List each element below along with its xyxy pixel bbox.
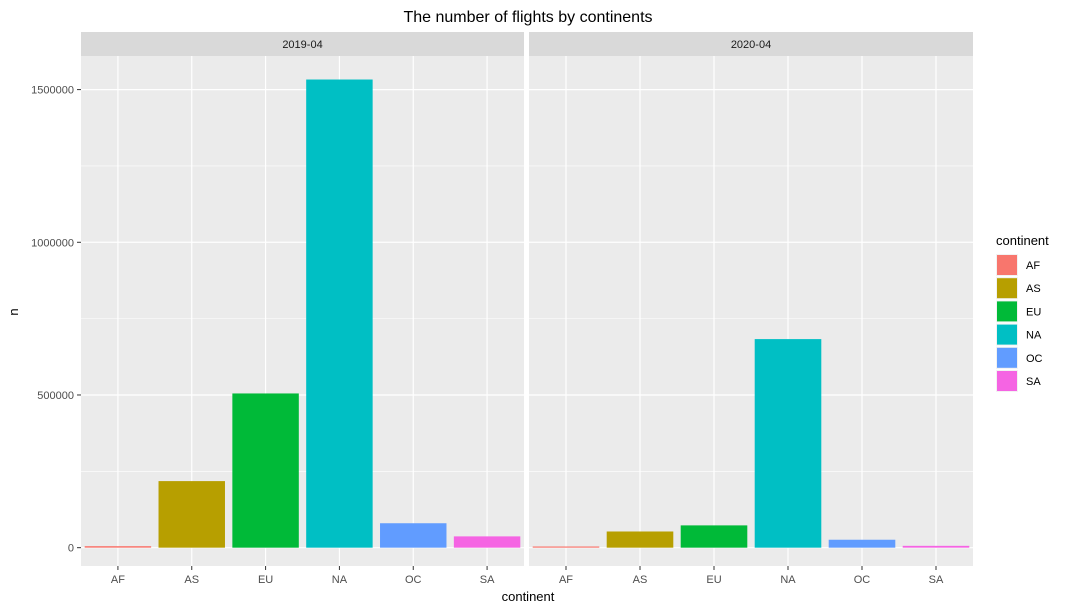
- legend-label: NA: [1026, 330, 1042, 342]
- legend-key-EU: [997, 301, 1017, 322]
- bar-2019-04-SA: [453, 536, 521, 548]
- x-tick-label: OC: [854, 574, 871, 586]
- legend-label: SA: [1026, 376, 1041, 388]
- x-tick-label: SA: [480, 574, 495, 586]
- legend-label: AS: [1026, 283, 1041, 295]
- bar-2019-04-NA: [306, 79, 373, 548]
- x-tick-label: SA: [929, 574, 944, 586]
- bar-2020-04-EU: [680, 525, 748, 548]
- x-axis-label: continent: [502, 589, 555, 604]
- x-tick-label: NA: [332, 574, 348, 586]
- legend-label: OC: [1026, 353, 1043, 365]
- legend-key-SA: [997, 371, 1017, 391]
- x-tick-label: NA: [780, 574, 796, 586]
- x-tick-label: EU: [706, 574, 721, 586]
- panel-background: [81, 56, 524, 566]
- facet-strip-label: 2019-04: [282, 39, 322, 51]
- facet-strip-label: 2020-04: [731, 39, 771, 51]
- bar-2020-04-AS: [606, 531, 674, 548]
- legend-label: AF: [1026, 260, 1040, 272]
- bar-2020-04-AF: [532, 546, 600, 548]
- legend-key-NA: [997, 324, 1017, 345]
- bar-2020-04-OC: [828, 539, 896, 548]
- bar-2019-04-OC: [380, 523, 447, 548]
- x-tick-label: AS: [633, 574, 648, 586]
- chart-title: The number of flights by continents: [403, 9, 652, 26]
- x-tick-label: AF: [111, 574, 125, 586]
- x-tick-label: EU: [258, 574, 273, 586]
- y-tick-label: 1500000: [31, 85, 74, 97]
- bar-2019-04-AS: [158, 481, 225, 548]
- x-tick-label: AF: [559, 574, 573, 586]
- y-axis-label: n: [6, 308, 21, 315]
- legend-label: EU: [1026, 306, 1041, 318]
- legend-title: continent: [996, 233, 1049, 248]
- bar-2020-04-NA: [754, 339, 822, 548]
- legend-key-AF: [997, 255, 1017, 275]
- legend-key-OC: [997, 347, 1017, 368]
- legend-key-AS: [997, 278, 1017, 299]
- y-tick-label: 1000000: [31, 237, 74, 249]
- facets-layer: 2019-04 AF AS EU NA OC SA 0 500000 1000000 1500000…: [31, 32, 973, 586]
- y-tick-label: 500000: [37, 390, 74, 402]
- bar-2019-04-AF: [84, 546, 152, 548]
- bar-2020-04-SA: [902, 545, 970, 548]
- x-tick-label: OC: [405, 574, 422, 586]
- panel-background: [529, 56, 973, 566]
- y-tick-label: 0: [68, 543, 74, 555]
- bar-2019-04-EU: [232, 393, 299, 548]
- facet-strip-2020-04: [529, 32, 973, 56]
- x-tick-label: AS: [184, 574, 199, 586]
- facet-strip-2019-04: [81, 32, 524, 56]
- legend: continent AF AS EU NA OC SA: [996, 233, 1049, 392]
